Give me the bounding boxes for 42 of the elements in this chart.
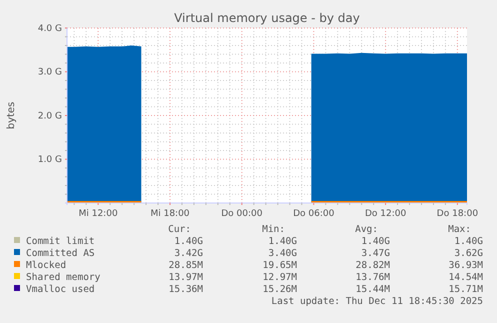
y-tick-label: 2.0 G: [38, 111, 62, 122]
legend-label: Commit limit: [26, 236, 95, 247]
y-tick-label: 3.0 G: [38, 68, 62, 78]
text: Min:: [262, 224, 285, 235]
text: 28.85M: [168, 260, 204, 271]
text: 15.26M: [262, 284, 298, 295]
text: Last update: Thu Dec 11 18:45:30 2025: [271, 296, 483, 307]
text: 1.40G: [454, 236, 484, 247]
x-tick-label: Do 18:00: [436, 209, 478, 220]
text: Avg:: [355, 224, 378, 235]
text: 3.47G: [361, 248, 390, 259]
y-axis-title: bytes: [6, 102, 17, 130]
x-tick-label: Mi 18:00: [150, 209, 190, 220]
text: Cur:: [168, 224, 191, 235]
text: 14.54M: [448, 272, 484, 283]
text: 3.40G: [268, 248, 298, 259]
text: 28.82M: [356, 260, 390, 271]
x-tick-label: Do 12:00: [364, 209, 406, 220]
text: 3.42G: [174, 248, 204, 259]
text: 1.40G: [361, 236, 390, 247]
x-tick-label: Do 00:00: [221, 209, 263, 220]
text: 19.65M: [262, 260, 298, 271]
text: 1.40G: [174, 236, 204, 247]
y-tick-label: 4.0 G: [38, 24, 62, 34]
text: 3.62G: [454, 248, 484, 259]
legend-label: Committed AS: [26, 248, 95, 259]
chart-title: Virtual memory usage - by day: [174, 11, 360, 25]
text: 1.40G: [268, 236, 298, 247]
y-tick-label: 1.0 G: [38, 155, 62, 166]
text: 15.36M: [168, 284, 204, 295]
text: 13.97M: [168, 272, 204, 283]
text: Max:: [448, 224, 471, 235]
text: 36.93M: [448, 260, 484, 271]
text: 12.97M: [262, 272, 298, 283]
text: 15.71M: [448, 284, 484, 295]
x-tick-label: Do 06:00: [293, 209, 335, 220]
text: 15.44M: [356, 284, 390, 295]
legend-label: Mlocked: [26, 260, 66, 271]
legend-label: Shared memory: [26, 272, 101, 283]
legend-label: Vmalloc used: [26, 284, 95, 295]
x-tick-label: Mi 12:00: [78, 209, 118, 220]
text: 13.76M: [356, 272, 390, 283]
